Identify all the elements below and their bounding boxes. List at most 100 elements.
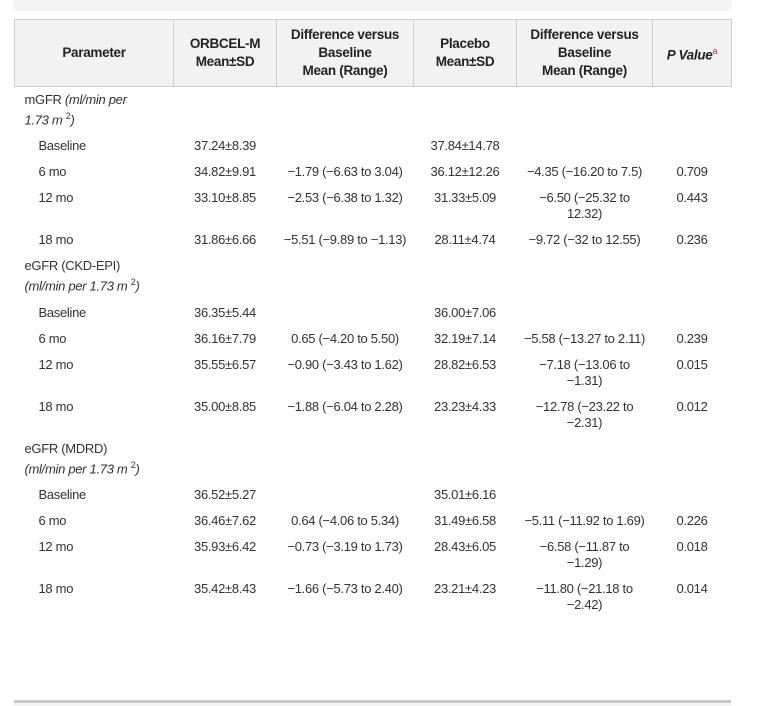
placebo-difference-cell: −4.35 (−16.20 to 7.5): [526, 164, 643, 180]
section-unit-end: ): [135, 460, 140, 476]
placebo-difference-cell: −11.80 (−21.18 to −2.42): [536, 580, 633, 612]
column-header-p-value: P Valuea: [652, 19, 732, 87]
p-value-cell: [653, 133, 732, 159]
row-label-cell: Baseline: [38, 138, 87, 154]
column-header-orbcel-difference: Difference versus Baseline Mean (Range): [276, 19, 414, 87]
section-name: eGFR (CKD-EPI): [24, 258, 121, 274]
orbcel-difference-cell: −0.73 (−3.19 to 1.73): [287, 538, 403, 554]
table-row: 18 mo 31.86±6.66 −5.51 (−9.89 to −1.13) 28.…: [15, 227, 732, 253]
orbcel-mean-cell: 36.46±7.62: [194, 512, 256, 528]
unit-superscript: 2: [130, 459, 136, 470]
table-row: 18 mo 35.42±8.43 −1.66 (−5.73 to 2.40) 23.2…: [15, 576, 732, 618]
table-row: 12 mo 33.10±8.85 −2.53 (−6.38 to 1.32) 31.3…: [15, 185, 732, 227]
orbcel-difference-cell: −1.88 (−6.04 to 2.28): [287, 398, 403, 414]
header-text: Difference versus: [530, 27, 639, 42]
row-label-cell: 18 mo: [38, 398, 74, 414]
placebo-difference-cell: −12.78 (−23.22 to −2.31): [535, 398, 634, 430]
table-row: 18 mo 35.00±8.85 −1.88 (−6.04 to 2.28) 23.2…: [15, 394, 732, 436]
section-label: mGFR (ml/min per 1.73 m 2): [15, 87, 732, 134]
table-row: Baseline 36.52±5.27 35.01±6.16: [15, 482, 732, 508]
orbcel-difference-cell: −1.66 (−5.73 to 2.40): [287, 580, 403, 596]
orbcel-mean-cell: 31.86±6.66: [194, 232, 256, 248]
header-text: Mean±SD: [435, 54, 495, 69]
section-unit: 1.73 m: [24, 112, 63, 128]
header-text: Baseline: [318, 45, 372, 60]
placebo-mean-cell: 35.01±6.16: [434, 486, 496, 502]
section-label: eGFR (MDRD) (ml/min per 1.73 m 2): [15, 436, 732, 482]
placebo-difference-cell: −6.50 (−25.32 to 12.32): [539, 190, 630, 222]
orbcel-difference-cell: [277, 133, 414, 159]
table-row: 6 mo 36.46±7.62 0.64 (−4.06 to 5.34) 31.49±…: [15, 508, 732, 534]
table-row: Baseline 37.24±8.39 37.84±14.78: [15, 133, 732, 159]
placebo-difference-cell: −6.58 (−11.87 to −1.29): [539, 538, 630, 570]
placebo-difference-cell: [517, 482, 653, 508]
p-value-cell: 0.236: [676, 232, 708, 248]
footnote-marker[interactable]: a: [712, 45, 718, 56]
orbcel-mean-cell: 37.24±8.39: [194, 138, 256, 154]
placebo-mean-cell: 28.82±6.53: [434, 356, 496, 372]
section-row: mGFR (ml/min per 1.73 m 2): [15, 87, 732, 134]
orbcel-mean-cell: 36.35±5.44: [194, 304, 256, 320]
section-row: eGFR (CKD-EPI) (ml/min per 1.73 m 2): [15, 253, 732, 299]
table-row: Baseline 36.35±5.44 36.00±7.06: [15, 300, 732, 326]
p-value-cell: [653, 482, 732, 508]
p-value-cell: 0.014: [676, 580, 708, 596]
placebo-difference-cell: −5.11 (−11.92 to 1.69): [524, 512, 645, 528]
orbcel-difference-cell: −0.90 (−3.43 to 1.62): [287, 356, 403, 372]
table-row: 6 mo 34.82±9.91 −1.79 (−6.63 to 3.04) 36.12…: [15, 159, 732, 185]
header-text: Baseline: [557, 45, 612, 60]
p-value-cell: 0.018: [676, 538, 708, 554]
section-row: eGFR (MDRD) (ml/min per 1.73 m 2): [15, 436, 732, 482]
p-value-cell: 0.015: [676, 356, 708, 372]
orbcel-mean-cell: 35.42±8.43: [194, 580, 256, 596]
p-value-cell: 0.239: [676, 330, 708, 346]
header-text: Mean±SD: [195, 54, 255, 69]
orbcel-difference-cell: [277, 300, 414, 326]
section-name: eGFR (MDRD): [24, 440, 108, 456]
orbcel-mean-cell: 35.55±6.57: [194, 356, 256, 372]
column-header-placebo-mean: Placebo Mean±SD: [413, 19, 517, 87]
bottom-divider: [14, 700, 731, 703]
bottom-bar: [14, 703, 731, 706]
header-row: Parameter ORBCEL-M Mean±SD Difference versu…: [14, 19, 732, 87]
orbcel-mean-cell: 36.52±5.27: [194, 486, 256, 502]
header-text: Mean (Range): [542, 63, 627, 78]
row-label-cell: 18 mo: [38, 232, 74, 248]
p-value-cell: 0.226: [676, 512, 708, 528]
orbcel-mean-cell: 35.93±6.42: [194, 538, 256, 554]
orbcel-difference-cell: [277, 482, 414, 508]
header-text: Difference versus: [290, 27, 400, 42]
placebo-mean-cell: 31.49±6.58: [434, 512, 496, 528]
p-value-cell: 0.709: [676, 164, 708, 180]
placebo-mean-cell: 37.84±14.78: [430, 138, 500, 154]
header-text: P Value: [666, 47, 713, 63]
row-label-cell: 6 mo: [38, 330, 67, 346]
column-header-orbcel-mean: ORBCEL-M Mean±SD: [173, 19, 277, 87]
orbcel-mean-cell: 34.82±9.91: [194, 164, 256, 180]
section-unit-end: ): [70, 112, 75, 128]
placebo-mean-cell: 32.19±7.14: [434, 330, 496, 346]
header-text: Parameter: [62, 45, 126, 60]
table-row: 12 mo 35.93±6.42 −0.73 (−3.19 to 1.73) 28.4…: [15, 534, 732, 576]
orbcel-difference-cell: −1.79 (−6.63 to 3.04): [287, 164, 403, 180]
placebo-difference-cell: −5.58 (−13.27 to 2.11): [523, 330, 646, 346]
placebo-mean-cell: 31.33±5.09: [434, 190, 496, 206]
unit-superscript: 2: [130, 277, 136, 288]
placebo-mean-cell: 23.23±4.33: [434, 398, 496, 414]
orbcel-mean-cell: 35.00±8.85: [194, 398, 256, 414]
orbcel-difference-cell: 0.65 (−4.20 to 5.50): [291, 330, 399, 346]
orbcel-mean-cell: 33.10±8.85: [194, 190, 256, 206]
table-row: 6 mo 36.16±7.79 0.65 (−4.20 to 5.50) 32.19±…: [15, 326, 732, 352]
section-unit: (ml/min per 1.73 m: [24, 460, 128, 476]
orbcel-difference-cell: −2.53 (−6.38 to 1.32): [287, 190, 403, 206]
orbcel-difference-cell: 0.64 (−4.06 to 5.34): [291, 512, 399, 528]
header-text: Placebo: [440, 36, 490, 51]
row-label-cell: 12 mo: [38, 190, 74, 206]
table-row: 12 mo 35.55±6.57 −0.90 (−3.43 to 1.62) 28.8…: [15, 352, 732, 394]
placebo-difference-cell: −7.18 (−13.06 to −1.31): [539, 356, 630, 388]
placebo-difference-cell: −9.72 (−32 to 12.55): [528, 232, 641, 248]
row-label-cell: 6 mo: [38, 164, 67, 180]
placebo-mean-cell: 28.43±6.05: [434, 538, 496, 554]
row-label-cell: 12 mo: [38, 356, 74, 372]
header-text: ORBCEL-M: [189, 36, 261, 51]
